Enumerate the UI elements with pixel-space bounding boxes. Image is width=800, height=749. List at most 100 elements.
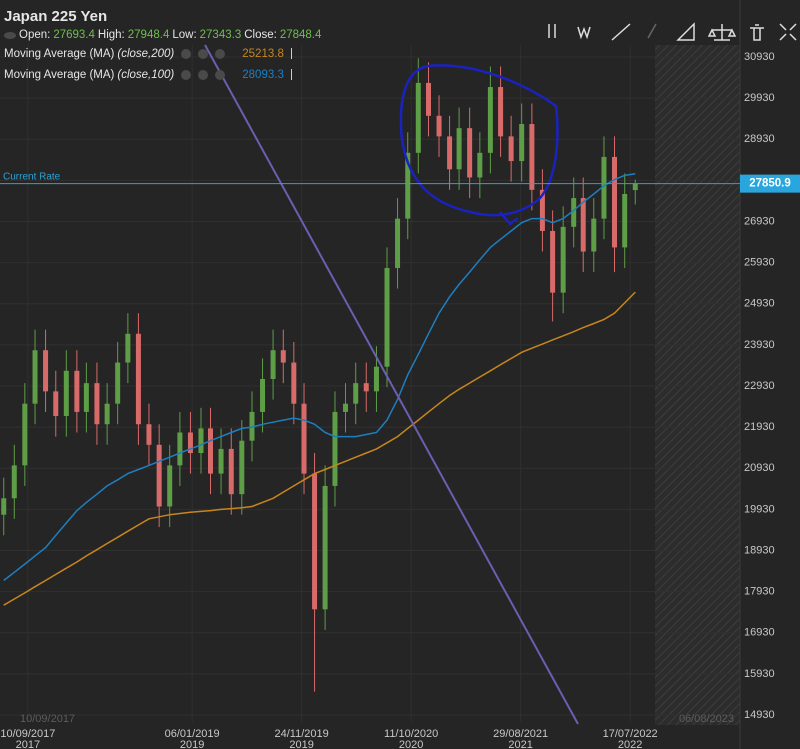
title-row: Japan 225 Yen	[4, 6, 321, 27]
candle-body	[260, 379, 266, 412]
pencil-tool[interactable]	[647, 23, 657, 39]
candle-body	[580, 198, 586, 252]
circle-drawing[interactable]	[399, 64, 559, 226]
x-tick-year: 2021	[508, 739, 532, 749]
y-tick-label: 18930	[744, 544, 775, 556]
open-label: Open:	[19, 29, 51, 41]
low-value: 27343.3	[199, 29, 242, 41]
candle-body	[332, 411, 338, 486]
candle-body	[498, 87, 504, 137]
candle-body	[395, 218, 401, 268]
x-tick-year: 2017	[16, 739, 40, 749]
candle-body	[477, 152, 483, 178]
x-tick-label: 11/10/2020	[384, 728, 438, 740]
eye-icon[interactable]	[181, 69, 192, 80]
x-tick-year: 2019	[180, 739, 204, 749]
candle-body	[301, 403, 307, 474]
moving-average-line	[3, 291, 636, 606]
candle-body	[550, 230, 556, 293]
low-label: Low:	[172, 29, 197, 41]
candle-body	[270, 350, 276, 380]
scale-tool[interactable]	[707, 24, 737, 41]
separator	[290, 69, 292, 80]
candle-body	[74, 370, 80, 412]
settings-icon[interactable]	[198, 69, 209, 80]
candle-body	[425, 82, 431, 116]
candle-body	[487, 87, 493, 153]
candle-body	[291, 362, 297, 404]
candle-body	[280, 350, 286, 363]
x-tick-label: 10/09/2017	[0, 728, 55, 740]
settings-icon[interactable]	[198, 48, 209, 59]
fullscreen-tool[interactable]	[779, 23, 797, 41]
y-tick-label: 14930	[744, 709, 775, 721]
grid	[0, 0, 741, 749]
candle-body	[456, 128, 462, 170]
future-zone	[655, 45, 740, 725]
candle-body	[177, 432, 183, 466]
x-tick-year: 2019	[289, 739, 313, 749]
ma-params: (close,200)	[117, 47, 175, 60]
candle-body	[436, 115, 442, 137]
candle-body	[83, 383, 89, 412]
candle-body	[405, 152, 411, 219]
candle-body	[343, 403, 349, 412]
y-tick-label: 23930	[744, 339, 775, 351]
y-tick-label: 24930	[744, 298, 775, 310]
eye-icon[interactable]	[181, 48, 192, 59]
fib-tool[interactable]	[676, 22, 695, 41]
ohlc-row: Open: 27693.4 High: 27948.4 Low: 27343.3 Cl…	[4, 27, 321, 43]
y-tick-label: 30930	[744, 51, 775, 63]
y-tick-label: 17930	[744, 586, 775, 598]
x-tick-label: 17/07/2022	[603, 728, 658, 740]
candle-body	[32, 350, 38, 404]
ma-value: 25213.8	[242, 47, 284, 60]
candle-body	[591, 218, 597, 252]
chart-title: Japan 225 Yen	[4, 8, 108, 25]
trend-line-drawing[interactable]	[204, 44, 579, 725]
candle-body	[415, 82, 421, 153]
line-tool[interactable]	[611, 23, 631, 41]
candle-body	[612, 156, 618, 248]
x-tick-label: 29/08/2021	[493, 728, 548, 740]
candle-body	[53, 391, 59, 417]
x-tick-year: 2022	[618, 739, 642, 749]
x-tick-label: 06/01/2019	[165, 728, 220, 740]
candle-body	[322, 485, 328, 610]
close-icon[interactable]	[215, 69, 226, 80]
ma-legend: Moving Average (MA) (close,200) 25213.8 Mov…	[4, 43, 321, 85]
legend: Japan 225 Yen Open: 27693.4 High: 27948.4 …	[4, 6, 321, 85]
delete-tool[interactable]	[750, 24, 764, 41]
x-tick-label: 24/11/2019	[275, 728, 329, 740]
w-tool[interactable]	[577, 26, 591, 40]
candle-body	[94, 383, 100, 425]
candle-body	[508, 136, 514, 162]
current-rate-value: 27850.9	[749, 178, 791, 190]
range-start-label: 10/09/2017	[20, 713, 75, 725]
eye-icon[interactable]	[4, 31, 16, 39]
high-label: High:	[97, 29, 125, 41]
candle-body	[156, 444, 162, 507]
candle-body	[63, 370, 69, 417]
candle-tool[interactable]	[548, 24, 556, 38]
candle-body	[373, 366, 379, 392]
y-tick-label: 29930	[744, 92, 775, 104]
candle-body	[571, 198, 577, 227]
high-value: 27948.4	[127, 29, 170, 41]
candle-body	[384, 267, 390, 367]
candle-body	[146, 424, 152, 445]
candle-body	[167, 465, 173, 507]
candle-body	[239, 440, 245, 495]
range-end-label: 06/08/2023	[679, 713, 734, 725]
candle-body	[11, 465, 17, 499]
candle-body	[529, 124, 535, 190]
current-rate-label: Current Rate	[3, 171, 61, 182]
close-icon[interactable]	[215, 48, 226, 59]
candle-body	[467, 128, 473, 178]
candle-body	[519, 124, 525, 162]
candle-body	[187, 432, 193, 454]
candle-body	[447, 136, 453, 170]
candle-body	[539, 189, 545, 231]
ma-name: Moving Average (MA)	[4, 68, 115, 81]
